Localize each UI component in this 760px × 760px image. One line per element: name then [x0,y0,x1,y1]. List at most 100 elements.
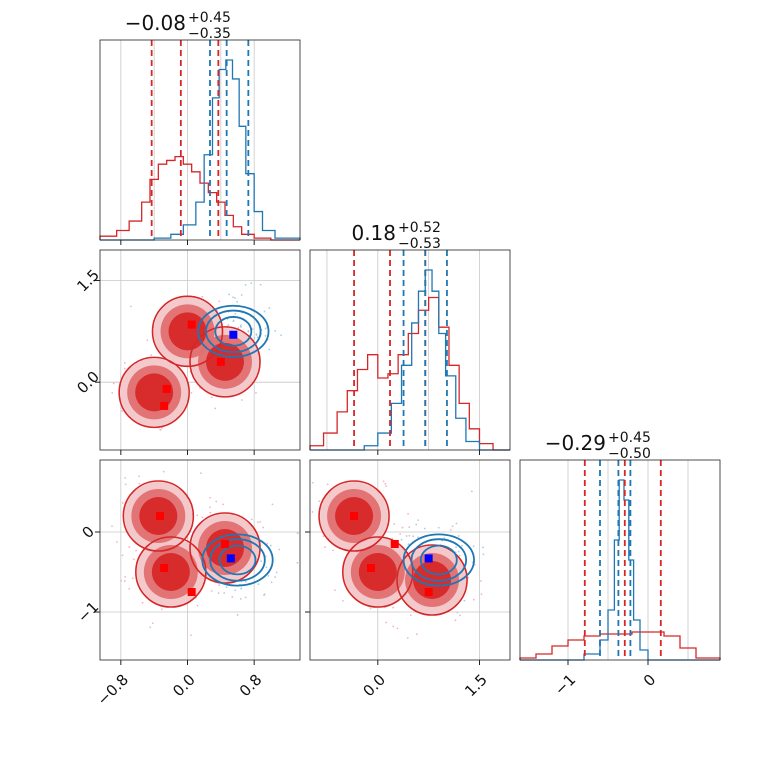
red-marker [160,401,169,410]
red-sample-point [135,549,137,552]
red-sample-point [318,500,321,503]
red-sample-point [141,601,144,604]
blue-sample-point [250,282,253,284]
red-sample-point [311,511,314,513]
red-sample-point [342,599,344,602]
panel-title-value: −0.29 [545,431,606,455]
blue-sample-point [259,283,262,286]
red-sample-point [454,619,457,622]
x-tick-label: 0.8 [236,671,266,701]
blue-marker [424,554,433,563]
red-sample-point [332,549,334,552]
red-sample-point [401,526,404,529]
red-sample-point [480,593,483,596]
red-contour-line [318,480,390,552]
red-sample-point [112,382,115,385]
marginal-panel-2: −0.29 +0.45−0.50 [519,430,721,661]
red-marker [160,564,169,572]
red-sample-point [201,516,204,519]
panel-title-minus: −0.53 [398,236,441,252]
red-sample-point [449,529,452,531]
blue-sample-point [455,522,458,525]
red-contour-line [396,544,468,616]
blue-sample-point [236,614,239,616]
red-sample-point [124,575,127,578]
blue-sample-point [240,587,243,590]
red-sample-point [200,472,202,475]
panel-title-plus: +0.45 [188,10,231,26]
red-sample-point [218,584,221,586]
red-sample-point [301,501,303,503]
blue-sample-point [278,548,281,551]
blue-sample-point [232,296,234,299]
marginal-panel-0: −0.08 +0.45−0.35 [99,10,301,241]
blue-sample-point [456,611,459,614]
red-sample-point [120,579,122,582]
blue-sample-point [232,319,235,322]
joint-contours-2 [301,480,485,639]
red-sample-point [190,634,192,637]
marginal-grid-1 [326,250,480,450]
red-sample-point [266,542,269,545]
blue-sample-point [227,324,230,326]
red-sample-point [407,512,409,515]
red-sample-point [123,580,126,582]
blue-sample-point [250,518,253,521]
blue-sample-point [463,599,466,602]
blue-sample-point [267,574,270,577]
blue-sample-point [251,328,254,330]
blue-sample-point [257,583,260,585]
red-sample-point [159,428,162,431]
red-sample-point [392,625,395,628]
red-sample-point [121,502,124,504]
blue-sample-point [437,526,440,529]
red-sample-point [262,526,265,529]
red-sample-point [222,503,225,506]
y-tick-label: 0 [78,522,97,541]
blue-sample-point [268,348,271,351]
red-sample-point [196,604,199,607]
blue-sample-point [240,324,242,327]
red-sample-point [116,541,118,543]
red-sample-point [209,511,212,514]
red-sample-point [128,587,131,590]
red-sample-point [162,470,165,473]
red-sample-point [215,500,218,503]
blue-contour-line [402,533,475,587]
red-sample-point [98,320,100,322]
red-sample-point [209,506,211,509]
histogram-red [519,631,721,660]
blue-sample-point [256,336,259,339]
blue-sample-point [265,566,268,569]
red-sample-point [138,475,141,478]
histogram-blue [310,269,510,451]
red-sample-point [132,558,135,561]
blue-sample-point [217,592,220,595]
red-sample-point [271,503,274,506]
blue-sample-point [274,329,277,332]
blue-sample-point [417,536,419,539]
blue-sample-point [457,535,460,537]
red-contour-line [122,480,195,552]
histogram-red [309,296,510,451]
blue-sample-point [225,586,228,589]
x-tick-label: 1.5 [461,671,491,701]
blue-sample-point [458,554,461,557]
red-marker [221,540,229,548]
panel-frame [99,39,301,241]
red-contour-fill [151,553,190,591]
panel-title-plus: +0.52 [398,220,441,236]
red-sample-point [396,627,399,630]
red-sample-point [322,535,325,538]
red-sample-point [392,606,395,609]
panel-frame [309,249,511,451]
blue-sample-point [280,334,282,337]
red-marker [390,540,399,548]
red-contour-line [341,536,414,608]
blue-sample-point [236,300,239,303]
blue-sample-point [263,594,265,597]
blue-sample-point [296,532,299,535]
red-sample-point [385,485,387,487]
blue-sample-point [264,335,267,337]
